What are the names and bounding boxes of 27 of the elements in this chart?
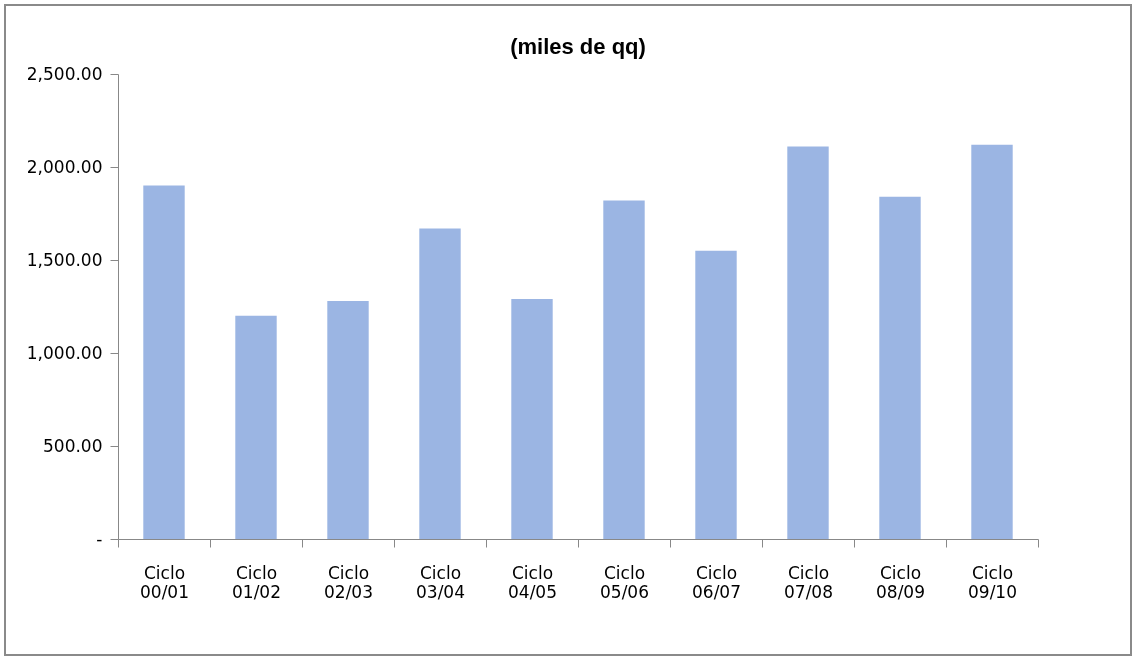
x-tick-label: Ciclo 08/09: [876, 562, 925, 602]
bar: [603, 200, 645, 539]
bar: [327, 300, 369, 539]
bar: [787, 146, 829, 539]
bar: [879, 196, 921, 539]
y-tick-label: 2,500.00: [26, 63, 103, 84]
bar: [695, 250, 737, 539]
x-tick-label: Ciclo 00/01: [140, 562, 189, 602]
x-tick-label: Ciclo 03/04: [416, 562, 465, 602]
y-tick-label: 500.00: [43, 435, 103, 456]
bar: [511, 299, 553, 539]
x-tick-label: Ciclo 07/08: [784, 562, 833, 602]
y-tick-label: 1,000.00: [26, 342, 103, 363]
y-tick-label: 1,500.00: [26, 249, 103, 270]
x-tick-label: Ciclo 01/02: [232, 562, 281, 602]
y-tick-label: 2,000.00: [26, 156, 103, 177]
x-tick-label: Ciclo 05/06: [600, 562, 649, 602]
bar: [971, 144, 1013, 539]
x-tick-label: Ciclo 09/10: [968, 562, 1017, 602]
chart-title: (miles de qq): [510, 34, 646, 59]
x-tick-label: Ciclo 02/03: [324, 562, 373, 602]
bar: [143, 185, 185, 539]
bar: [235, 315, 277, 539]
x-tick-label: Ciclo 06/07: [692, 562, 741, 602]
x-tick-label: Ciclo 04/05: [508, 562, 557, 602]
y-tick-label: -: [96, 528, 103, 549]
bar: [419, 228, 461, 539]
